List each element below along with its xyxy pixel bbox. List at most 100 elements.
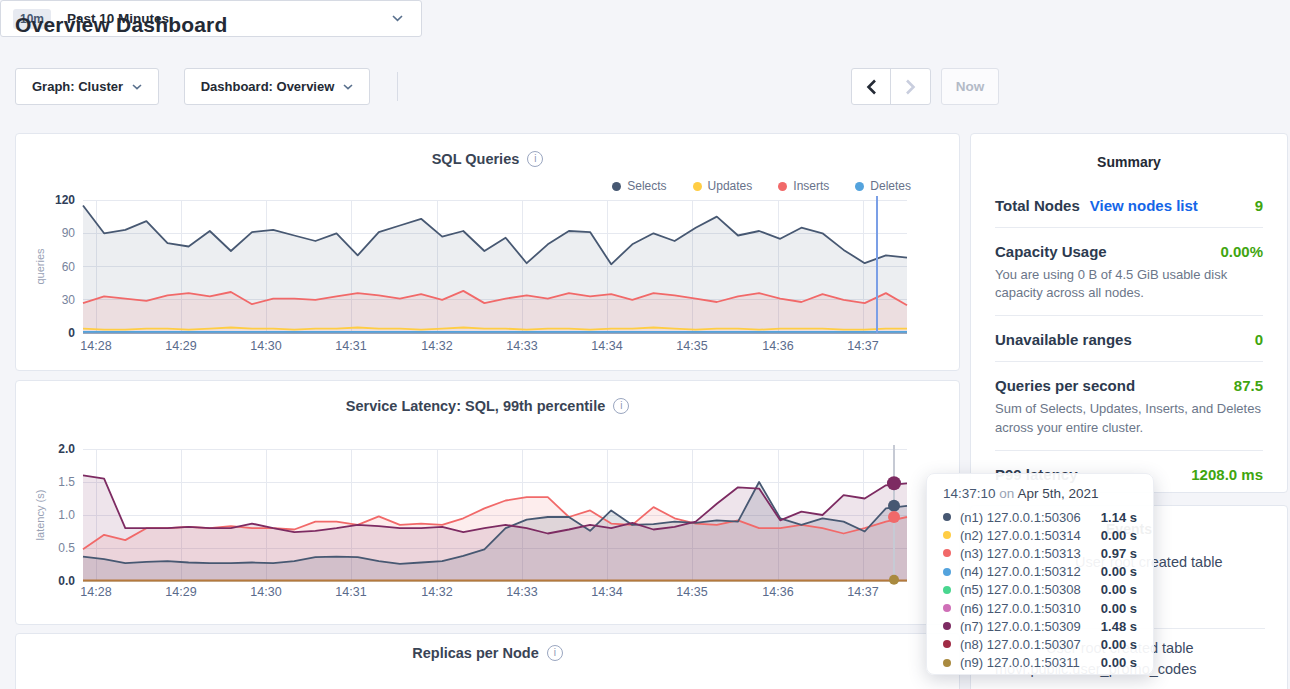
chevron-down-icon [392, 15, 403, 22]
tooltip-rows: (n1) 127.0.0.1:50306 1.14 s (n2) 127.0.0.1… [943, 508, 1137, 672]
legend-dot-icon [612, 182, 621, 191]
summary-row-capacity: Capacity Usage 0.00% You are using 0 B o… [995, 228, 1263, 316]
capacity-usage-value: 0.00% [1220, 243, 1263, 260]
legend-label: Selects [627, 179, 666, 193]
latency-title-row: Service Latency: SQL, 99th percentile i [16, 398, 959, 414]
svg-text:14:34: 14:34 [591, 339, 622, 353]
svg-text:14:30: 14:30 [250, 339, 281, 353]
graph-dropdown[interactable]: Graph: Cluster [15, 68, 159, 105]
info-icon[interactable]: i [547, 645, 563, 661]
info-icon[interactable]: i [527, 151, 543, 167]
unavailable-ranges-value: 0 [1255, 331, 1263, 348]
qps-label: Queries per second [995, 377, 1135, 394]
latency-chart[interactable]: 2.01.51.00.50.014:2814:2914:3014:3114:32… [16, 381, 961, 626]
tooltip-row: (n7) 127.0.0.1:50309 1.48 s [943, 617, 1137, 635]
node-color-dot-icon [943, 604, 951, 612]
tooltip-node-label: (n7) 127.0.0.1:50309 [960, 619, 1081, 634]
legend-label: Inserts [793, 179, 829, 193]
time-nav-group [851, 68, 931, 105]
now-button[interactable]: Now [941, 68, 999, 105]
time-forward-button[interactable] [891, 69, 930, 104]
sql-queries-legend: SelectsUpdatesInsertsDeletes [612, 179, 911, 193]
replicas-card: Replicas per Node i [15, 633, 960, 689]
tooltip-row: (n9) 127.0.0.1:50311 0.00 s [943, 654, 1137, 672]
qps-desc: Sum of Selects, Updates, Inserts, and De… [995, 400, 1263, 436]
node-color-dot-icon [943, 568, 951, 576]
tooltip-node-label: (n1) 127.0.0.1:50306 [960, 510, 1081, 525]
tooltip-node-label: (n2) 127.0.0.1:50314 [960, 528, 1081, 543]
svg-text:30: 30 [62, 293, 76, 307]
tooltip-row: (n4) 127.0.0.1:503120.00 s [943, 563, 1137, 581]
legend-dot-icon [778, 182, 787, 191]
tooltip-on: on [999, 486, 1014, 501]
svg-text:14:29: 14:29 [165, 339, 196, 353]
svg-text:14:37: 14:37 [847, 339, 878, 353]
svg-text:14:34: 14:34 [591, 585, 622, 599]
svg-text:14:35: 14:35 [676, 585, 707, 599]
tooltip-node-value: 0.00 s [1101, 637, 1137, 652]
legend-item: Selects [612, 179, 666, 193]
latency-title: Service Latency: SQL, 99th percentile [346, 398, 606, 414]
graph-dropdown-label: Graph: Cluster [32, 79, 123, 94]
svg-text:14:37: 14:37 [847, 585, 878, 599]
legend-item: Deletes [855, 179, 911, 193]
tooltip-date: Apr 5th, 2021 [1017, 486, 1098, 501]
tooltip-node-value: 1.48 s [1101, 619, 1137, 634]
svg-text:14:36: 14:36 [762, 585, 793, 599]
legend-item: Inserts [778, 179, 829, 193]
replicas-title: Replicas per Node [412, 645, 539, 661]
now-button-label: Now [956, 79, 985, 94]
dashboard-dropdown[interactable]: Dashboard: Overview [184, 68, 370, 105]
svg-text:0.0: 0.0 [58, 574, 75, 588]
svg-text:1.5: 1.5 [58, 475, 75, 489]
total-nodes-label: Total Nodes [995, 197, 1080, 214]
svg-text:14:31: 14:31 [335, 339, 366, 353]
tooltip-node-value: 0.00 s [1101, 528, 1137, 543]
capacity-usage-desc: You are using 0 B of 4.5 GiB usable disk… [995, 266, 1263, 302]
dashboard-dropdown-label: Dashboard: Overview [201, 79, 335, 94]
svg-text:0.5: 0.5 [58, 541, 75, 555]
tooltip-row: (n5) 127.0.0.1:503080.00 s [943, 581, 1137, 599]
capacity-usage-label: Capacity Usage [995, 243, 1107, 260]
svg-text:90: 90 [62, 226, 76, 240]
node-color-dot-icon [943, 622, 951, 630]
svg-text:14:29: 14:29 [165, 585, 196, 599]
time-back-button[interactable] [852, 69, 891, 104]
node-color-dot-icon [943, 513, 951, 521]
tooltip-node-label: (n8) 127.0.0.1:50307 [960, 637, 1081, 652]
tooltip-node-value: 0.97 s [1101, 546, 1137, 561]
svg-text:14:33: 14:33 [506, 585, 537, 599]
legend-dot-icon [855, 182, 864, 191]
node-color-dot-icon [943, 531, 951, 539]
svg-text:latency (s): latency (s) [34, 490, 46, 541]
svg-text:queries: queries [34, 248, 46, 285]
chevron-right-icon [905, 79, 916, 95]
summary-row-unavailable: Unavailable ranges 0 [995, 316, 1263, 362]
tooltip-node-value: 1.14 s [1101, 510, 1137, 525]
tooltip-node-label: (n6) 127.0.0.1:50310 [960, 601, 1081, 616]
svg-text:14:35: 14:35 [676, 339, 707, 353]
svg-text:14:30: 14:30 [250, 585, 281, 599]
summary-panel: Summary Total Nodes View nodes list 9 Ca… [970, 133, 1288, 493]
tooltip-node-value: 0.00 s [1101, 601, 1137, 616]
node-color-dot-icon [943, 586, 951, 594]
tooltip-node-value: 0.00 s [1101, 655, 1137, 670]
p99-latency-value: 1208.0 ms [1191, 466, 1263, 483]
svg-text:2.0: 2.0 [58, 442, 75, 456]
sql-queries-chart[interactable]: 120906030014:2814:2914:3014:3114:3214:33… [16, 134, 961, 372]
legend-dot-icon [693, 182, 702, 191]
tooltip-row: (n3) 127.0.0.1:503130.97 s [943, 544, 1137, 562]
svg-text:14:28: 14:28 [80, 339, 111, 353]
sql-queries-title-row: SQL Queries i [16, 151, 959, 167]
legend-label: Deletes [870, 179, 911, 193]
tooltip-time: 14:37:10 [943, 486, 996, 501]
tooltip-node-label: (n4) 127.0.0.1:50312 [960, 564, 1081, 579]
qps-value: 87.5 [1234, 377, 1263, 394]
tooltip-node-label: (n9) 127.0.0.1:50311 [960, 655, 1080, 670]
summary-row-qps: Queries per second 87.5 Sum of Selects, … [995, 362, 1263, 450]
view-nodes-list-link[interactable]: View nodes list [1090, 197, 1198, 214]
tooltip-row: (n1) 127.0.0.1:50306 1.14 s [943, 508, 1137, 526]
info-icon[interactable]: i [613, 398, 629, 414]
svg-text:14:36: 14:36 [762, 339, 793, 353]
node-color-dot-icon [943, 659, 951, 667]
